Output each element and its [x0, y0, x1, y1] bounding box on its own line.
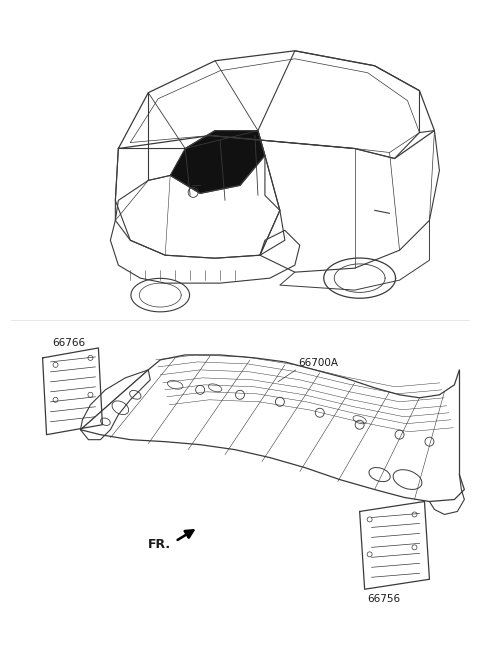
- Text: FR.: FR.: [148, 538, 171, 551]
- Text: 66766: 66766: [52, 338, 85, 348]
- Text: 66700A: 66700A: [298, 358, 338, 368]
- Polygon shape: [170, 130, 265, 193]
- Text: 66756: 66756: [368, 594, 401, 604]
